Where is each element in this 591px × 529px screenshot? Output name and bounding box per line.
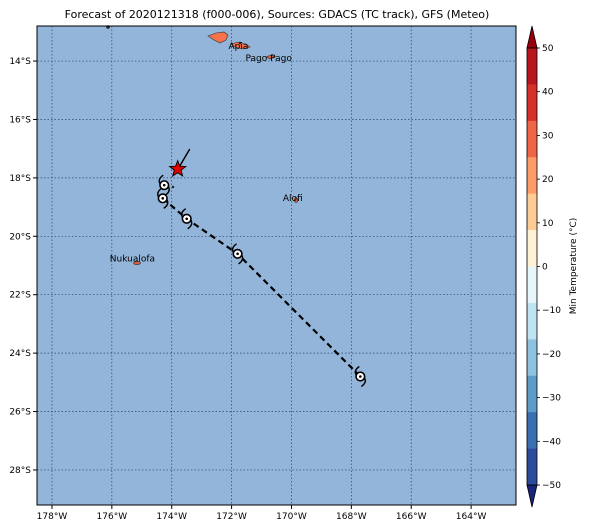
colorbar-segment — [527, 448, 537, 486]
cyclone-symbol — [354, 365, 367, 388]
y-tick-label: 24°S — [9, 349, 31, 359]
colorbar-segment — [527, 302, 537, 340]
colorbar-segment — [527, 339, 537, 377]
colorbar-segment — [527, 120, 537, 158]
cyclone-symbol — [157, 187, 169, 209]
islet — [238, 41, 242, 45]
colorbar-tick-label: −20 — [542, 350, 561, 360]
tongatapu-island — [133, 261, 141, 265]
cyclone-track — [162, 148, 362, 378]
place-labels: Apia Pago Pago Alofi Nukualofa — [110, 42, 303, 265]
y-tick-label: 28°S — [9, 466, 31, 476]
x-tick-label: 174°W — [156, 512, 187, 522]
place-label: Nukualofa — [110, 255, 155, 265]
graticule — [37, 26, 516, 505]
x-tick-label: 168°W — [336, 512, 367, 522]
x-tick-label: 164°W — [456, 512, 487, 522]
colorbar-tick-label: 20 — [542, 175, 554, 185]
y-tick-label: 14°S — [9, 57, 31, 67]
place-label: Alofi — [283, 194, 303, 204]
colorbar-segment — [527, 375, 537, 413]
map-frame: Apia Pago Pago Alofi Nukualofa — [36, 25, 517, 506]
x-tick-label: 170°W — [276, 512, 307, 522]
ocean — [37, 26, 516, 505]
x-tick-label: 166°W — [396, 512, 427, 522]
y-tick-label: 26°S — [9, 408, 31, 418]
savaii-island — [207, 31, 229, 44]
current-position-star — [168, 159, 188, 178]
cyclone-symbol — [181, 208, 193, 230]
tutuila-island — [265, 54, 276, 60]
y-tick-label: 18°S — [9, 174, 31, 184]
islet — [171, 185, 175, 189]
colorbar-segment — [527, 230, 537, 267]
x-tick-label: 178°W — [37, 512, 68, 522]
colorbar-segment — [527, 157, 537, 194]
x-axis-ticks: 178°W 176°W 174°W 172°W 170°W 168°W 166°W 164°W — [37, 505, 487, 522]
colorbar-tick-label: 10 — [542, 219, 554, 229]
y-axis-ticks: 14°S 16°S 18°S 20°S 22°S 24°S 26°S 28°S — [9, 57, 37, 476]
forecast-track-line — [162, 197, 362, 378]
figure-title: Forecast of 2020121318 (f000-006), Sourc… — [65, 8, 490, 21]
place-label: Pago Pago — [246, 54, 293, 64]
colorbar-tick-label: 0 — [542, 263, 548, 273]
map-border — [36, 25, 517, 506]
x-tick-label: 172°W — [216, 512, 247, 522]
colorbar-ticks: 50 40 30 20 10 0 −10 −20 −30 −40 −50 — [537, 44, 561, 491]
cyclone-symbol — [231, 243, 244, 265]
x-tick-label: 176°W — [97, 512, 128, 522]
cyclone-symbols — [157, 159, 367, 388]
colorbar-tick-label: −10 — [542, 306, 561, 316]
colorbar-extend-min — [526, 484, 538, 508]
colorbar-segment — [527, 412, 537, 449]
cyclone-symbol — [158, 174, 170, 196]
colorbar-tick-label: −40 — [542, 437, 561, 447]
niue-island — [293, 197, 299, 203]
colorbar-segment — [527, 48, 537, 85]
place-label: Apia — [228, 42, 248, 52]
colorbar-label: Min Temperature (°C) — [569, 218, 579, 315]
y-tick-label: 16°S — [9, 115, 31, 125]
y-tick-label: 20°S — [9, 232, 31, 242]
y-tick-label: 22°S — [9, 291, 31, 301]
motion-arrow — [179, 148, 191, 167]
colorbar-segment — [527, 266, 537, 304]
colorbar-extend-max — [526, 25, 538, 49]
colorbar-tick-label: 40 — [542, 88, 554, 98]
colorbar-segments — [526, 25, 538, 508]
colorbar: 50 40 30 20 10 0 −10 −20 −30 −40 −50 Min Temperatu… — [526, 25, 579, 508]
colorbar-tick-label: −50 — [542, 481, 561, 491]
colorbar-tick-label: 30 — [542, 131, 554, 141]
colorbar-segment — [527, 84, 537, 122]
upolu-island — [230, 41, 251, 50]
colorbar-segment — [527, 193, 537, 231]
colorbar-tick-label: −30 — [542, 394, 561, 404]
colorbar-tick-label: 50 — [542, 44, 554, 54]
